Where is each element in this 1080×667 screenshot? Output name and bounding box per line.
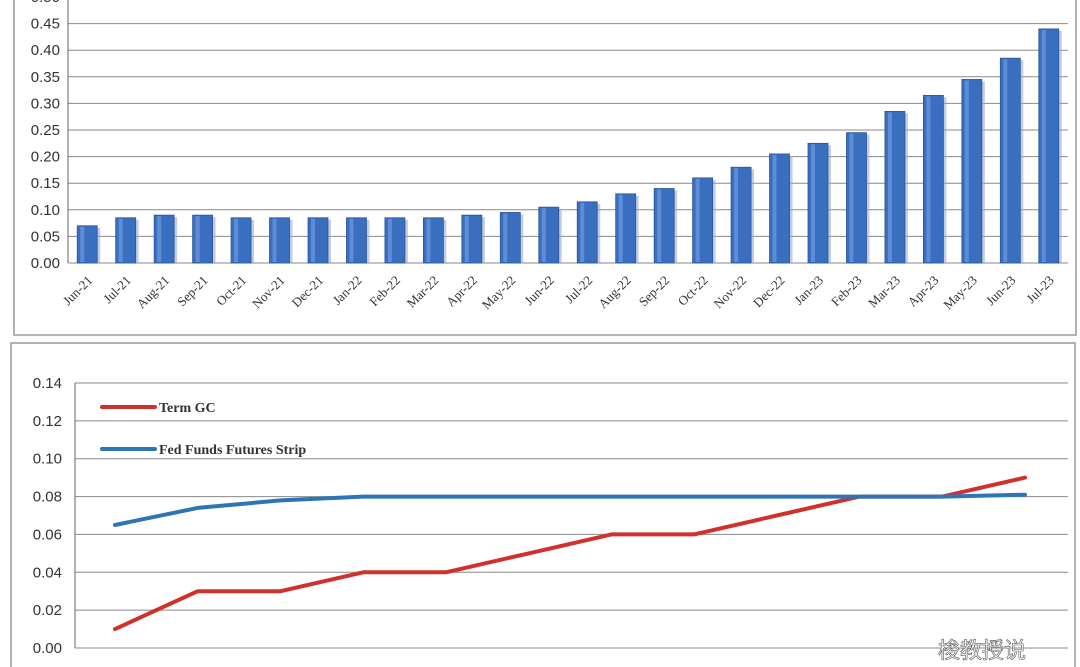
x-tick-label: Nov-21 [249, 273, 288, 312]
y-tick-label: 0.15 [31, 175, 60, 192]
bar-highlight [195, 216, 200, 262]
y-tick-label: 0.50 [31, 0, 60, 6]
panel-border [10, 342, 1076, 667]
bar-highlight [964, 80, 969, 263]
x-tick-label: Apr-23 [905, 273, 942, 310]
series-line [113, 475, 1027, 632]
x-tick-label: Feb-23 [828, 273, 865, 310]
y-tick-label: 0.20 [31, 149, 60, 166]
x-tick-label: Oct-22 [675, 273, 711, 309]
x-tick-label: Mar-22 [404, 273, 442, 311]
bar-highlight [387, 218, 392, 262]
bar-highlight [657, 189, 662, 262]
bar-highlight [118, 218, 123, 262]
x-tick-label: Sep-21 [174, 273, 211, 310]
x-tick-label: Jul-22 [562, 273, 596, 307]
y-tick-label: 0.06 [33, 526, 62, 543]
bar-chart: 0.00 0.05 0.10 0.15 0.20 0.25 0.30 0.35 0.40 0.45… [13, 0, 1077, 336]
series-line [113, 492, 1027, 527]
y-tick-label: 0.10 [33, 451, 62, 468]
x-tick-label: Jul-23 [1023, 273, 1057, 307]
bar-highlight [80, 226, 85, 262]
panel-border [13, 0, 1077, 336]
x-tick-label: May-22 [479, 273, 519, 313]
bar-highlight [503, 213, 508, 262]
y-tick-label: 0.30 [31, 95, 60, 112]
x-tick-label: May-23 [940, 273, 980, 313]
x-tick-label: Jan-23 [791, 273, 826, 308]
watermark-text: 梭教授说 [938, 639, 1026, 664]
x-tick-label: Aug-22 [595, 273, 634, 312]
x-tick-label: Jan-22 [329, 273, 364, 308]
x-tick-label: Jul-21 [100, 273, 134, 307]
x-tick-label: Jun-21 [60, 273, 96, 309]
bar-highlight [541, 208, 546, 262]
x-tick-label: Jun-22 [521, 273, 557, 309]
x-tick-label: Apr-22 [443, 273, 480, 310]
line-chart: 0.00 0.02 0.04 0.06 0.08 0.10 0.12 0.14 Term GC F… [10, 342, 1076, 667]
bar-highlight [311, 218, 315, 262]
bar-highlight [426, 218, 431, 262]
bar-highlight [887, 112, 892, 262]
y-tick-label: 0.12 [33, 413, 62, 430]
y-tick-label: 0.04 [33, 564, 62, 581]
x-tick-label: Nov-22 [711, 273, 750, 312]
legend-label: Term GC [159, 401, 216, 416]
bar-highlight [811, 144, 815, 262]
bar-highlight [1003, 59, 1008, 263]
bar-highlight [849, 133, 854, 262]
bar-highlight [618, 194, 623, 262]
x-tick-label: Oct-21 [213, 273, 249, 309]
y-tick-label: 0.08 [33, 489, 62, 506]
x-tick-label: Sep-22 [636, 273, 673, 310]
x-tick-label: Dec-21 [288, 273, 326, 311]
x-tick-label: Feb-22 [366, 273, 403, 310]
x-tick-label: Dec-22 [750, 273, 788, 311]
x-tick-label: Mar-23 [865, 273, 903, 311]
bar-highlight [157, 216, 162, 262]
y-tick-label: 0.02 [33, 602, 62, 619]
x-tick-label: Jun-23 [983, 273, 1019, 309]
bar-highlight [734, 168, 739, 262]
watermark: 梭教授说 [938, 639, 1027, 665]
bar-highlight [464, 216, 469, 262]
bar-highlight [772, 154, 777, 262]
bar-highlight [272, 218, 277, 262]
x-tick-label: Aug-21 [134, 273, 173, 312]
bar-highlight [926, 96, 931, 262]
legend-label: Fed Funds Futures Strip [159, 443, 306, 458]
y-tick-label: 0.14 [33, 375, 62, 392]
bar-highlight [1041, 29, 1046, 263]
y-tick-label: 0.40 [31, 42, 60, 59]
y-tick-label: 0.05 [31, 228, 60, 245]
bar-highlight [234, 218, 239, 262]
y-tick-label: 0.35 [31, 69, 60, 86]
bar-highlight [580, 202, 585, 262]
y-tick-label: 0.25 [31, 122, 60, 139]
y-tick-label: 0.10 [31, 202, 60, 219]
y-tick-label: 0.00 [33, 640, 62, 657]
y-tick-label: 0.45 [31, 16, 60, 33]
bar-highlight [695, 178, 700, 262]
y-tick-label: 0.00 [31, 255, 60, 272]
bar-highlight [349, 218, 354, 262]
